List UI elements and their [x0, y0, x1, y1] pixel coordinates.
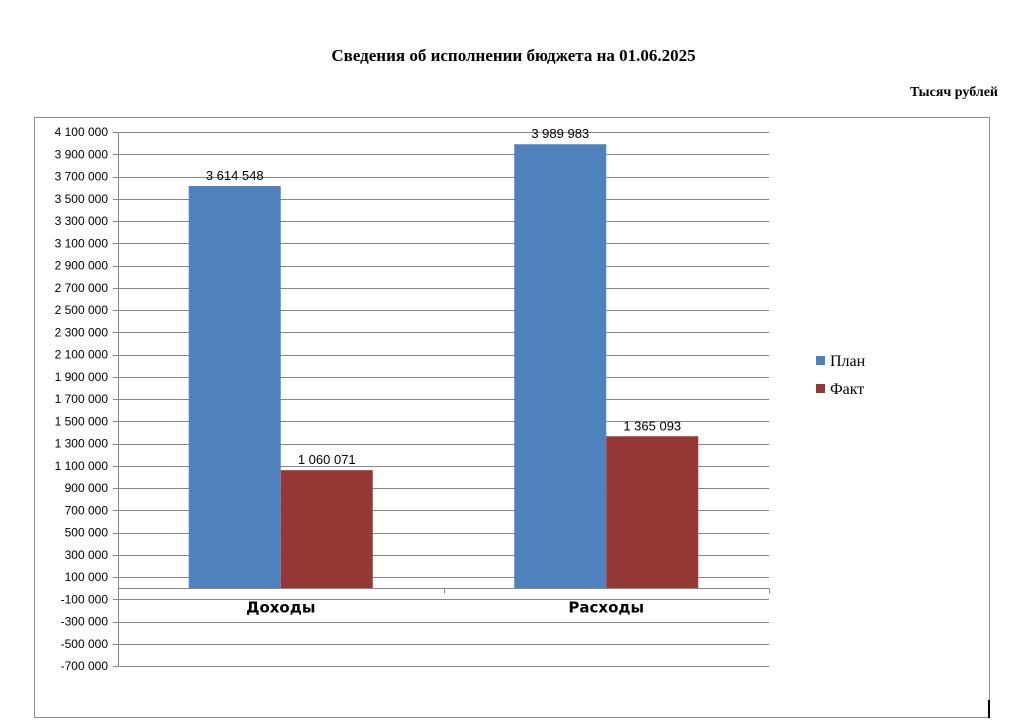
chart-frame: [34, 117, 990, 718]
frame-corner-mark: [988, 700, 990, 718]
y-tick-label: 1 500 000: [55, 414, 109, 428]
data-labels: 3 614 548 3 989 983 1 060 071 1 365 093: [206, 126, 681, 467]
y-tick-label: -300 000: [61, 615, 109, 629]
y-tick-label: 3 900 000: [55, 147, 109, 161]
y-tick-label: 2 700 000: [55, 281, 109, 295]
y-tick-label: -500 000: [61, 637, 109, 651]
y-tick-label: 1 900 000: [55, 370, 109, 384]
y-tick-label: 900 000: [65, 481, 109, 495]
data-label: 3 989 983: [531, 126, 589, 141]
chart-title: Сведения об исполнении бюджета на 01.06.…: [331, 46, 696, 65]
y-tick-label: 4 100 000: [55, 125, 109, 139]
legend-label: План: [830, 353, 866, 370]
y-tick-label: 500 000: [65, 526, 109, 540]
y-axis-ticks: 4 100 000 3 900 000 3 700 000 3 500 000 3 30…: [55, 125, 109, 673]
category-axis: Доходы Расходы: [118, 588, 770, 617]
y-tick-label: 2 900 000: [55, 259, 109, 273]
bar-plan: [514, 144, 607, 589]
y-tick-label: 1 100 000: [55, 459, 109, 473]
y-tick-label: 2 300 000: [55, 325, 109, 339]
y-tick-label: 700 000: [65, 503, 109, 517]
legend-label: Факт: [830, 381, 864, 398]
y-tick-label: 1 300 000: [55, 437, 109, 451]
category-label: Расходы: [568, 599, 644, 617]
data-label: 1 060 071: [298, 452, 356, 467]
y-tick-label: 100 000: [65, 570, 109, 584]
y-tick-label: -100 000: [61, 592, 109, 606]
y-tick-label: 3 700 000: [55, 170, 109, 184]
legend: План Факт: [816, 353, 866, 398]
y-tick-label: 3 500 000: [55, 192, 109, 206]
y-tick-label: 2 100 000: [55, 348, 109, 362]
y-tick-label: 1 700 000: [55, 392, 109, 406]
legend-swatch: [816, 356, 825, 365]
bars: [188, 144, 699, 589]
y-tick-label: 3 300 000: [55, 214, 109, 228]
bar-plan: [188, 186, 281, 589]
y-tick-label: 300 000: [65, 548, 109, 562]
units-label: Тысяч рублей: [910, 85, 998, 100]
y-tick-label: 2 500 000: [55, 303, 109, 317]
bar-fact: [606, 436, 699, 589]
y-tick-label: -700 000: [61, 659, 109, 673]
bar-fact: [280, 470, 373, 589]
category-label: Доходы: [246, 599, 315, 617]
data-label: 1 365 093: [623, 418, 681, 433]
legend-swatch: [816, 384, 825, 393]
data-label: 3 614 548: [206, 168, 264, 183]
y-tick-label: 3 100 000: [55, 236, 109, 250]
